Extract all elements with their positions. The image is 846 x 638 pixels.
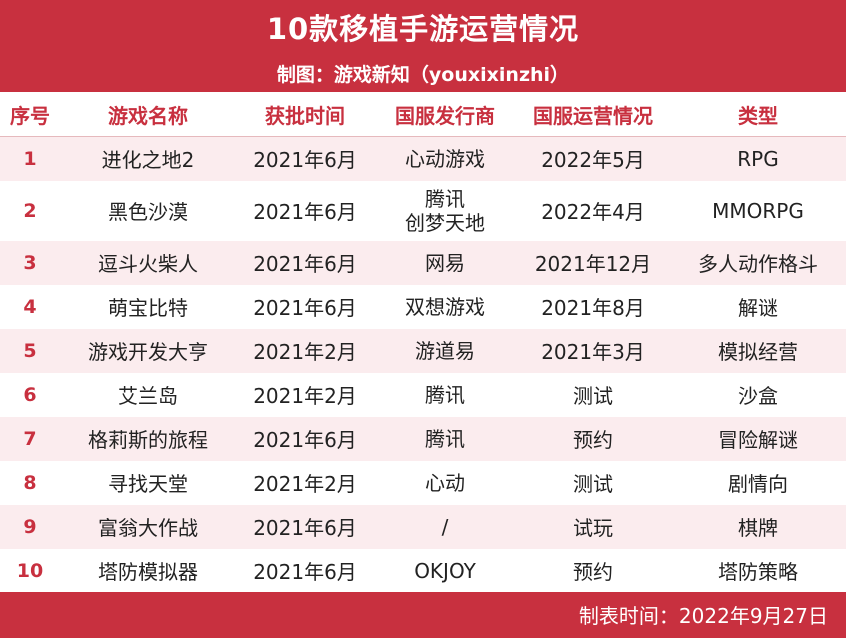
- row-index: 8: [23, 471, 37, 494]
- publisher-cell: 双想游戏: [374, 285, 516, 329]
- game-genre: 塔防策略: [718, 560, 798, 584]
- header-banner: 10款移植手游运营情况 制图：游戏新知（youxixinzhi）: [0, 0, 846, 92]
- publisher-cell: 心动: [374, 461, 516, 505]
- approval-date: 2021年6月: [253, 296, 357, 320]
- row-index: 7: [23, 427, 37, 450]
- operation-status: 2022年5月: [541, 148, 645, 173]
- operation-status: 预约: [573, 428, 613, 452]
- game-name: 富翁大作战: [98, 516, 198, 540]
- operation-status: 预约: [573, 560, 613, 584]
- table-row: 10 塔防模拟器 2021年6月 OKJOY 预约 塔防策略: [0, 548, 846, 593]
- publisher-name: OKJOY: [414, 558, 476, 583]
- game-genre: 棋牌: [738, 516, 778, 540]
- table-row: 3 逗斗火柴人 2021年6月 网易 2021年12月 多人动作格斗: [0, 240, 846, 285]
- publisher-name: 网易: [425, 250, 465, 275]
- operation-status: 2021年3月: [541, 340, 645, 364]
- publisher-cell: OKJOY: [374, 549, 516, 593]
- approval-date: 2021年2月: [253, 472, 357, 496]
- operation-status: 测试: [573, 472, 613, 496]
- table-row: 9 富翁大作战 2021年6月 / 试玩 棋牌: [0, 504, 846, 549]
- operation-status: 试玩: [573, 516, 613, 540]
- publisher-cell: 腾讯: [374, 373, 516, 417]
- publisher-name: 心动: [425, 470, 465, 495]
- table-row: 6 艾兰岛 2021年2月 腾讯 测试 沙盒: [0, 372, 846, 417]
- publisher-name: 游道易: [415, 338, 475, 363]
- row-index: 4: [23, 295, 37, 318]
- operation-status: 2022年4月: [541, 200, 645, 224]
- row-index: 1: [23, 147, 37, 170]
- game-name: 游戏开发大亨: [88, 340, 208, 364]
- publisher-name: 心动游戏: [405, 146, 485, 171]
- operation-status: 2021年8月: [541, 296, 645, 320]
- game-genre: 冒险解谜: [718, 428, 798, 452]
- game-genre: 沙盒: [738, 384, 778, 408]
- game-name: 塔防模拟器: [98, 560, 198, 584]
- footer-date: 制表时间：2022年9月27日: [578, 604, 828, 628]
- approval-date: 2021年6月: [253, 252, 357, 276]
- table-row: 4 萌宝比特 2021年6月 双想游戏 2021年8月 解谜: [0, 284, 846, 329]
- game-genre: 多人动作格斗: [698, 252, 818, 276]
- publisher-cell: 网易: [374, 241, 516, 285]
- footer-banner: 制表时间：2022年9月27日: [0, 592, 846, 638]
- publisher-cell: 心动游戏: [374, 137, 516, 181]
- row-index: 2: [23, 199, 37, 222]
- publisher-cell: 游道易: [374, 329, 516, 373]
- row-index: 10: [16, 559, 44, 582]
- publisher-cell: 腾讯 创梦天地: [374, 181, 516, 241]
- game-name: 黑色沙漠: [108, 200, 188, 224]
- table-body: 1 进化之地2 2021年6月 心动游戏 2022年5月 RPG 2 黑色沙漠 2021年6月腾…: [0, 136, 846, 593]
- games-table: 序号 游戏名称 获批时间 国服发行商 国服运营情况 类型 1 进化之地2 2021年…: [0, 92, 846, 593]
- game-genre: 模拟经营: [718, 340, 798, 364]
- row-index: 3: [23, 251, 37, 274]
- game-genre: RPG: [737, 146, 779, 171]
- page-subtitle: 制图：游戏新知（youxixinzhi）: [276, 64, 570, 86]
- game-name: 格莉斯的旅程: [88, 428, 208, 452]
- publisher-name: 双想游戏: [405, 294, 485, 319]
- approval-date: 2021年6月: [253, 560, 357, 584]
- row-index: 9: [23, 515, 37, 538]
- game-name: 萌宝比特: [108, 296, 188, 320]
- publisher-name: 腾讯: [425, 426, 465, 451]
- table-row: 1 进化之地2 2021年6月 心动游戏 2022年5月 RPG: [0, 136, 846, 181]
- publisher-name: 创梦天地: [405, 210, 485, 235]
- operation-status: 测试: [573, 384, 613, 408]
- game-name: 寻找天堂: [108, 472, 188, 496]
- approval-date: 2021年6月: [253, 516, 357, 540]
- publisher-name: 腾讯: [425, 382, 465, 407]
- publisher-cell: 腾讯: [374, 417, 516, 461]
- game-name: 逗斗火柴人: [98, 252, 198, 276]
- approval-date: 2021年6月: [253, 200, 357, 224]
- publisher-name: /: [441, 514, 449, 539]
- game-genre: 解谜: [738, 296, 778, 320]
- game-genre: MMORPG: [712, 198, 804, 223]
- column-header-genre: 类型: [670, 92, 846, 137]
- table-row: 5 游戏开发大亨 2021年2月 游道易 2021年3月 模拟经营: [0, 328, 846, 373]
- publisher-cell: /: [374, 505, 516, 549]
- table-row: 7 格莉斯的旅程 2021年6月 腾讯 预约 冒险解谜: [0, 416, 846, 461]
- approval-date: 2021年2月: [253, 384, 357, 408]
- column-header-name: 游戏名称: [60, 92, 236, 137]
- table-row: 2 黑色沙漠 2021年6月 腾讯 创梦天地 2022年4月 MMORPG: [0, 180, 846, 241]
- game-name: 进化之地2: [101, 148, 195, 173]
- row-index: 6: [23, 383, 37, 406]
- publisher-name: 腾讯: [425, 186, 465, 211]
- game-name: 艾兰岛: [118, 384, 178, 408]
- table-row: 8 寻找天堂 2021年2月 心动 测试 剧情向: [0, 460, 846, 505]
- page-title: 10款移植手游运营情况: [266, 12, 580, 46]
- approval-date: 2021年2月: [253, 340, 357, 364]
- column-header-approved: 获批时间: [236, 92, 374, 137]
- operation-status: 2021年12月: [534, 252, 652, 276]
- table-header-row: 序号 游戏名称 获批时间 国服发行商 国服运营情况 类型: [0, 92, 846, 137]
- column-header-publisher: 国服发行商: [374, 92, 516, 137]
- game-genre: 剧情向: [728, 472, 788, 496]
- row-index: 5: [23, 339, 37, 362]
- approval-date: 2021年6月: [253, 148, 357, 173]
- column-header-index: 序号: [0, 92, 60, 137]
- column-header-status: 国服运营情况: [516, 92, 670, 137]
- approval-date: 2021年6月: [253, 428, 357, 452]
